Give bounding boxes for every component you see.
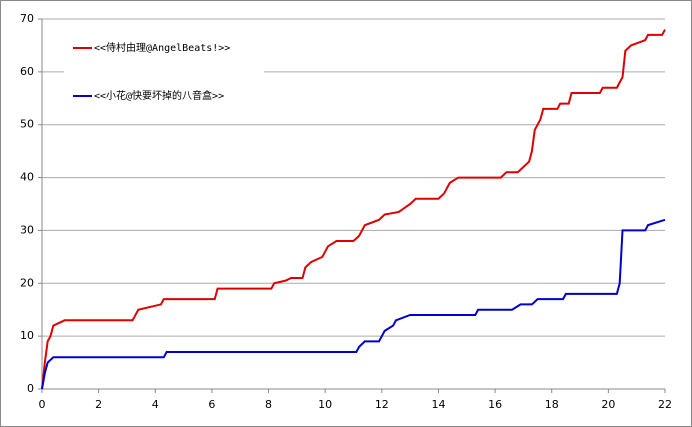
series-line [41, 29, 666, 390]
x-tick-label: 20 [601, 398, 615, 411]
y-tick-label: 10 [20, 329, 34, 342]
x-tick-label: 14 [431, 398, 445, 411]
y-tick-label: 30 [20, 223, 34, 236]
series-line [41, 218, 666, 390]
grid: 0 10 20 30 40 50 60 70 0 2 4 6 8 10 12 14 16 18 20 22 [20, 12, 672, 411]
legend-box [64, 30, 264, 112]
x-tick-label: 16 [488, 398, 502, 411]
plot-lines [41, 29, 666, 390]
x-tick-label: 2 [95, 398, 102, 411]
legend-label: <<小花@快要坏掉的八音盒>> [94, 89, 224, 102]
y-tick-label: 0 [27, 382, 34, 395]
y-tick-label: 60 [20, 65, 34, 78]
legend-label: <<侍村由理@AngelBeats!>> [94, 41, 230, 54]
x-tick-label: 18 [545, 398, 559, 411]
x-tick-label: 12 [375, 398, 389, 411]
y-tick-label: 40 [20, 171, 34, 184]
x-tick-label: 10 [318, 398, 332, 411]
x-tick-label: 4 [152, 398, 159, 411]
y-tick-label: 20 [20, 276, 34, 289]
x-tick-label: 0 [39, 398, 46, 411]
legend: <<侍村由理@AngelBeats!>> <<小花@快要坏掉的八音盒>> [64, 30, 264, 112]
x-tick-label: 8 [265, 398, 272, 411]
x-tick-label: 22 [658, 398, 672, 411]
y-tick-label: 50 [20, 118, 34, 131]
y-tick-label: 70 [20, 12, 34, 25]
x-tick-label: 6 [208, 398, 215, 411]
